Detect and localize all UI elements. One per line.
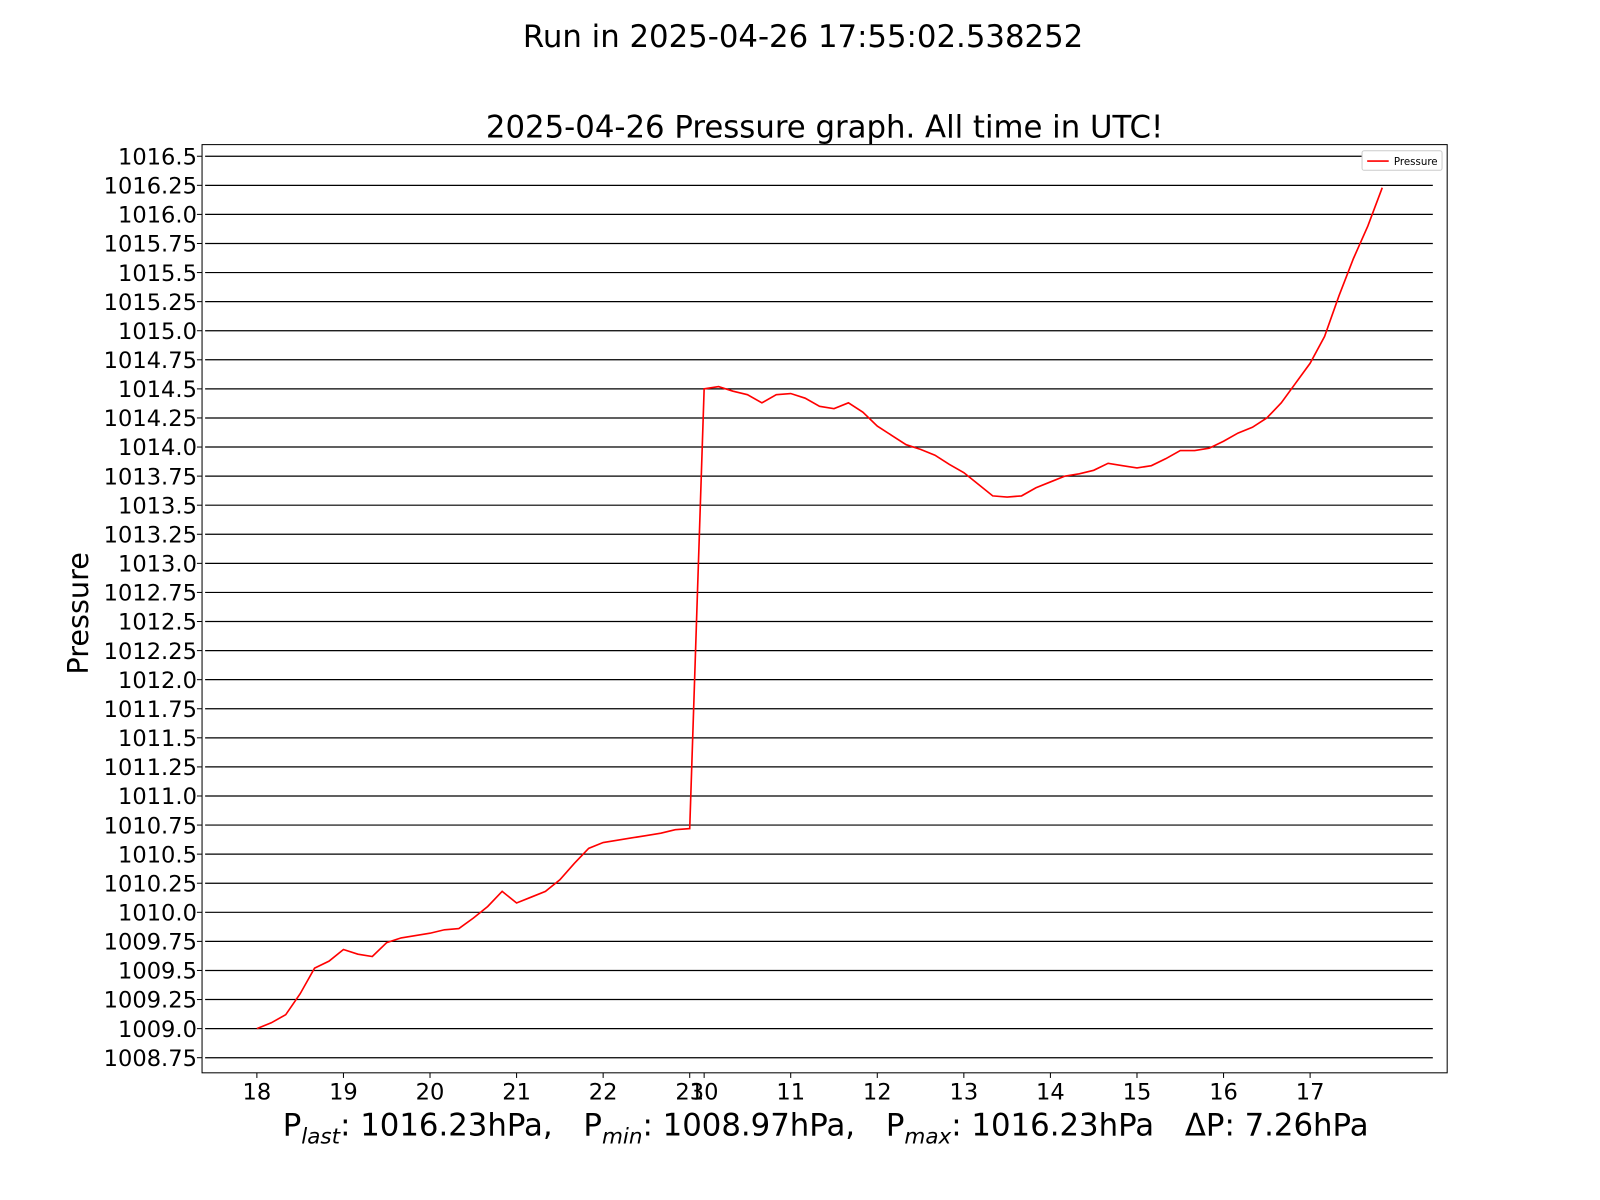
stat-symbol: ΔP xyxy=(1185,1107,1225,1143)
y-tick-label: 1013.75 xyxy=(104,464,197,490)
x-tick-label: 19 xyxy=(329,1079,358,1105)
x-tick-label: 12 xyxy=(863,1079,892,1105)
y-tick-label: 1013.25 xyxy=(104,522,197,548)
stat-value: : 1008.97hPa, xyxy=(643,1107,856,1143)
y-tick-label: 1009.25 xyxy=(104,988,197,1014)
y-tick-label: 1015.75 xyxy=(104,232,197,258)
stat-value: : 1016.23hPa, xyxy=(340,1107,553,1143)
y-tick-label: 1010.25 xyxy=(104,871,197,897)
x-tick-label: 17 xyxy=(1296,1079,1325,1105)
y-tick-label: 1016.0 xyxy=(118,203,197,229)
y-tick-label: 1009.5 xyxy=(118,959,197,985)
chart-title: 2025-04-26 Pressure graph. All time in U… xyxy=(486,109,1163,145)
x-tick-label: 14 xyxy=(1036,1079,1065,1105)
x-tick-label: 15 xyxy=(1123,1079,1152,1105)
y-tick-label: 1011.0 xyxy=(118,784,197,810)
stat-symbol: P xyxy=(283,1107,302,1143)
x-tick-label: 22 xyxy=(589,1079,618,1105)
y-tick-label: 1012.25 xyxy=(104,639,197,665)
y-tick-label: 1014.25 xyxy=(104,406,197,432)
y-tick-label: 1014.5 xyxy=(118,377,197,403)
legend-label: Pressure xyxy=(1394,156,1438,168)
x-tick-label: 18 xyxy=(243,1079,272,1105)
x-tick-label: 11 xyxy=(776,1079,805,1105)
footer-stats: Plast: 1016.23hPa, Pmin: 1008.97hPa, Pmax:… xyxy=(283,1107,1369,1149)
y-tick-label: 1013.5 xyxy=(118,493,197,519)
stat-subscript: last xyxy=(301,1125,341,1150)
y-tick-label: 1015.0 xyxy=(118,319,197,345)
y-tick-label: 1014.0 xyxy=(118,435,197,461)
y-tick-label: 1011.25 xyxy=(104,755,197,781)
stat-symbol: P xyxy=(886,1107,905,1143)
y-tick-label: 1015.25 xyxy=(104,290,197,316)
x-tick-label: 20 xyxy=(416,1079,445,1105)
plot-frame xyxy=(201,144,1448,1074)
y-tick-label: 1009.0 xyxy=(118,1017,197,1043)
data-line xyxy=(256,187,1384,1030)
y-tick-label: 1014.75 xyxy=(104,348,197,374)
y-tick-label: 1010.5 xyxy=(118,842,197,868)
x-tick-label: 10 xyxy=(690,1079,719,1105)
y-tick-label: 1009.75 xyxy=(104,930,197,956)
y-tick-label: 1012.75 xyxy=(104,581,197,607)
stat-symbol: P xyxy=(583,1107,602,1143)
x-tick-label: 16 xyxy=(1209,1079,1238,1105)
x-tick-label: 21 xyxy=(502,1079,531,1105)
y-tick-label: 1010.0 xyxy=(118,901,197,927)
y-tick-label: 1016.5 xyxy=(118,144,197,170)
y-tick-label: 1008.75 xyxy=(104,1046,197,1072)
stat-value: : 7.26hPa xyxy=(1224,1107,1368,1143)
y-tick-label: 1012.5 xyxy=(118,610,197,636)
y-tick-label: 1010.75 xyxy=(104,813,197,839)
y-tick-label: 1011.5 xyxy=(118,726,197,752)
stat-subscript: max xyxy=(904,1125,951,1150)
legend-box xyxy=(1361,150,1443,171)
y-tick-label: 1016.25 xyxy=(104,174,197,200)
x-tick-label: 23 xyxy=(675,1079,704,1105)
stat-value: : 1016.23hPa xyxy=(951,1107,1154,1143)
y-tick-label: 1015.5 xyxy=(118,261,197,287)
y-tick-label: 1012.0 xyxy=(118,668,197,694)
y-tick-label: 1011.75 xyxy=(104,697,197,723)
suptitle: Run in 2025-04-26 17:55:02.538252 xyxy=(523,19,1083,55)
y-axis-label: Pressure xyxy=(61,552,95,675)
y-tick-label: 1013.0 xyxy=(118,552,197,578)
stat-subscript: min xyxy=(602,1125,643,1150)
x-tick-label: 13 xyxy=(949,1079,978,1105)
